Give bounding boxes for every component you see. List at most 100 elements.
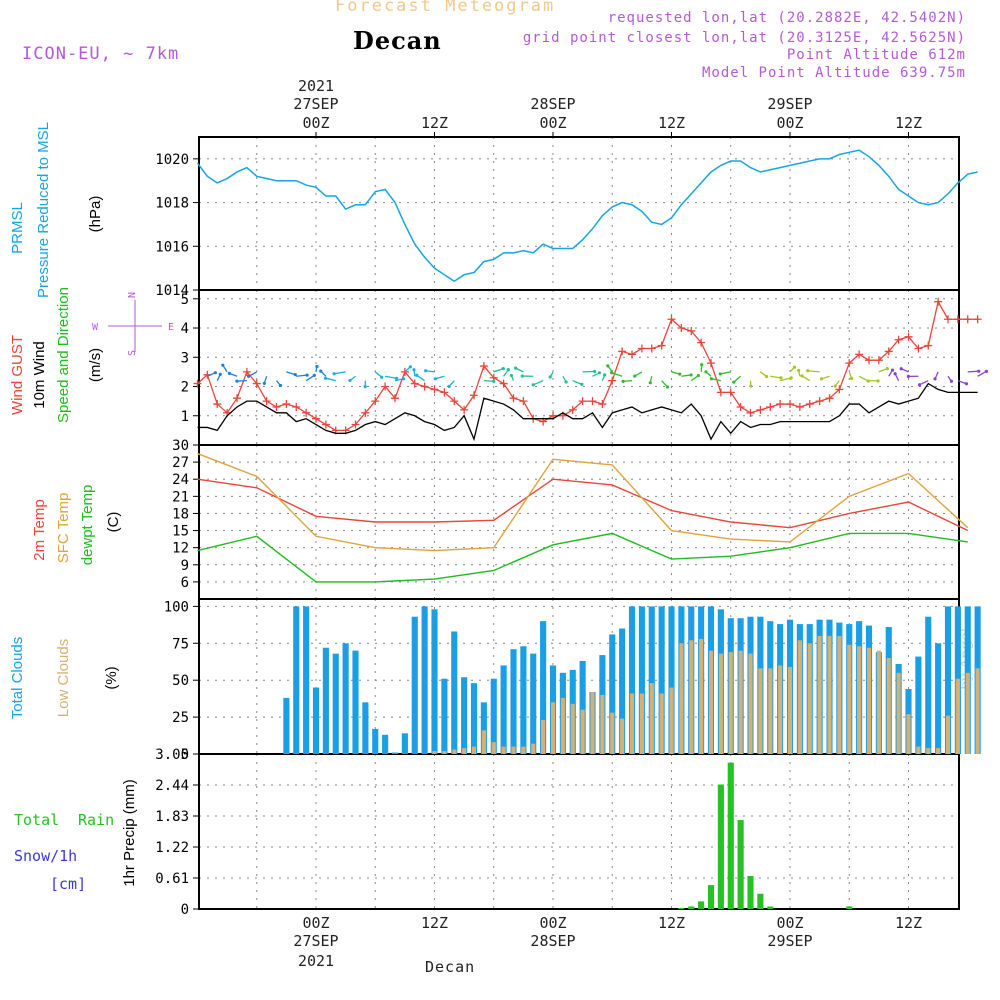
gust-point [973, 315, 982, 324]
total-cloud-bar [391, 752, 399, 754]
low-cloud-bar [511, 746, 516, 754]
wind-arrow-head [665, 385, 670, 389]
wind-arrow-head [380, 375, 384, 379]
wind-arrow-head [933, 377, 937, 381]
gust-point [855, 350, 864, 359]
gust-point [450, 397, 459, 406]
total-cloud-bar [579, 661, 586, 754]
day-label-bottom: 27SEP [293, 932, 338, 950]
rain-bar [717, 784, 724, 909]
y-tick-label: 1.22 [155, 840, 189, 856]
total-cloud-bar [628, 606, 636, 754]
pressure-label-2: Pressure Reduced to MSL [35, 122, 52, 298]
point-altitude: Point Altitude 612m [786, 47, 966, 63]
gust-point [381, 382, 390, 391]
panel-frame [198, 753, 960, 910]
total-cloud-bar [421, 606, 428, 754]
gust-point [726, 388, 735, 397]
temp-2m-label: 2m Temp [31, 499, 48, 560]
wind-arrow [305, 374, 315, 382]
wind-arrow [572, 380, 583, 385]
wind-line [197, 382, 978, 442]
gust-point [746, 408, 755, 417]
gust-point [430, 385, 439, 394]
low-cloud-bar [708, 650, 714, 754]
low-cloud-bar [432, 751, 437, 754]
year-label-bottom: 2021 [298, 952, 334, 970]
wind-arrow-head [606, 364, 610, 368]
wind-arrow-head [312, 373, 316, 377]
low-cloud-bar [817, 635, 822, 754]
wind-arrow-head [447, 384, 451, 389]
gust-point [953, 315, 962, 324]
rain-bar [846, 906, 853, 909]
wind-arrow [533, 380, 544, 386]
gust-point [904, 332, 913, 341]
gust-point [568, 405, 577, 414]
y-tick-label: 2.44 [155, 778, 189, 794]
snow-unit: [cm] [50, 875, 86, 893]
wind-arrow-head [700, 363, 704, 367]
rain-label: Rain [78, 811, 114, 829]
wind-arrow-head [849, 376, 854, 380]
wind-arrow-head [564, 380, 568, 384]
low-cloud-bar [758, 668, 763, 754]
gust-point [391, 394, 399, 403]
low-cloud-bar [600, 694, 605, 754]
wind-arrow-head [899, 367, 903, 371]
requested-coordinates: requested lon,lat (20.2882E, 42.5402N) [607, 10, 966, 26]
y-tick-label: 1.83 [155, 809, 189, 825]
wind-10m-label: 10m Wind [31, 341, 48, 409]
total-cloud-bar [312, 687, 320, 754]
gust-point [608, 376, 617, 385]
low-cloud-bar [639, 693, 644, 754]
pressure-line [196, 149, 978, 283]
wind-arrow-head [718, 372, 722, 376]
wind-arrow-head [964, 382, 969, 386]
total-cloud-bar [352, 650, 359, 754]
gust-point [618, 347, 627, 356]
low-cloud-bar [580, 709, 585, 754]
gust-point [805, 400, 814, 409]
temp-dewpt-label: dewpt Temp [79, 485, 96, 566]
wind-arrow-head [293, 373, 297, 377]
wind-arrow-head [492, 379, 496, 383]
low-cloud-bar [787, 666, 793, 754]
total-cloud-bar [668, 606, 675, 754]
gust-point [786, 400, 794, 409]
low-cloud-bar [481, 730, 486, 754]
model-point-altitude: Model Point Altitude 639.75m [701, 65, 966, 81]
temp-unit: (C) [105, 512, 122, 533]
wind-arrow-head [235, 379, 239, 383]
wind-arrow-head [949, 379, 953, 383]
day-label-bottom: 29SEP [767, 932, 812, 950]
gust-point [312, 414, 320, 423]
wind-arrow [779, 377, 792, 382]
total-cloud-bar [470, 683, 478, 754]
gust-point [825, 394, 834, 403]
wind-arrow-head [984, 369, 989, 373]
wind-arrow-head [893, 372, 897, 376]
gust-point [924, 341, 933, 350]
low-cloud-bar [738, 650, 743, 754]
y-tick-label: 21 [172, 489, 189, 505]
gust-point [677, 324, 686, 333]
total-cloud-bar [431, 609, 438, 754]
wind-arrow [333, 371, 346, 375]
y-tick-label: 75 [172, 636, 189, 652]
footer-station: Decan [425, 958, 476, 976]
wind-arrow-head [800, 374, 804, 378]
low-cloud-bar [866, 647, 872, 754]
total-cloud-bar [303, 606, 310, 754]
gust-point [874, 356, 883, 365]
time-label-top: 12Z [658, 114, 685, 132]
gust-point [914, 344, 923, 353]
total-cloud-bar [283, 697, 290, 754]
wind-arrow-head [348, 378, 352, 383]
low-cloud-bar [748, 653, 753, 754]
low-cloud-bar [491, 742, 496, 754]
low-cloud-bar [550, 702, 556, 754]
gust-point [766, 402, 775, 411]
rain-bar [757, 893, 764, 909]
wind-arrow [296, 374, 308, 377]
